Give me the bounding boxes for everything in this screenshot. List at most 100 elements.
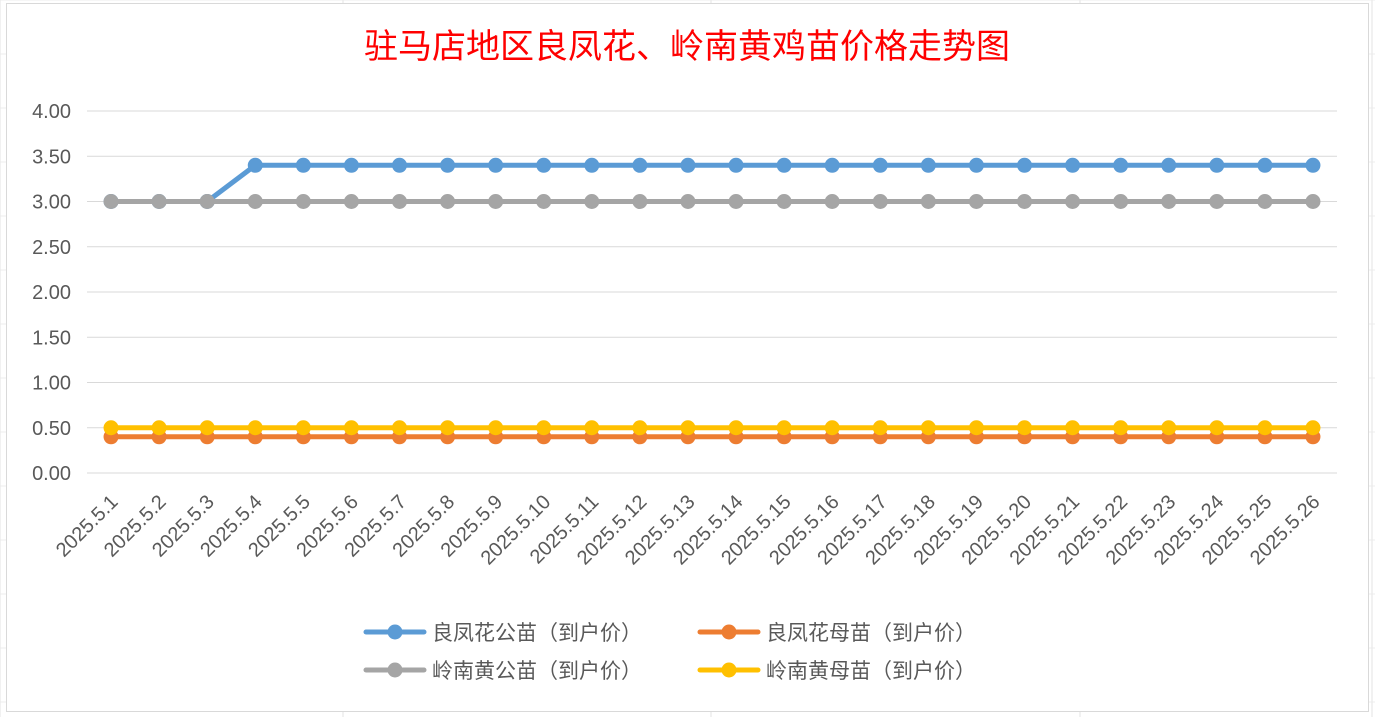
data-point	[1017, 157, 1032, 173]
data-point	[728, 194, 744, 209]
data-point	[103, 420, 119, 436]
data-point	[343, 194, 359, 209]
data-point	[440, 194, 456, 209]
data-point	[824, 420, 840, 436]
legend-item[interactable]: 良凤花公苗（到户价）	[363, 621, 642, 645]
legend-item[interactable]: 岭南黄母苗（到户价）	[697, 659, 976, 683]
data-point	[295, 194, 311, 209]
data-point	[392, 157, 407, 173]
data-point	[1161, 157, 1177, 173]
legend-label: 良凤花母苗（到户价）	[766, 621, 976, 645]
y-tick-label: 3.00	[32, 192, 71, 214]
data-point	[776, 194, 792, 209]
data-point	[151, 420, 167, 436]
legend-marker	[387, 624, 403, 640]
data-point	[680, 157, 696, 173]
data-point	[632, 420, 648, 436]
y-tick-label: 0.50	[32, 418, 71, 440]
data-point	[584, 157, 600, 173]
data-point	[1161, 420, 1177, 436]
data-point	[1209, 194, 1225, 209]
data-point	[1257, 420, 1273, 436]
data-point	[920, 420, 936, 436]
data-point	[1209, 157, 1225, 173]
series-1	[103, 429, 1321, 445]
data-point	[632, 194, 648, 209]
y-tick-label: 2.50	[32, 237, 71, 259]
data-point	[247, 194, 263, 209]
data-point	[728, 420, 744, 436]
data-point	[920, 157, 936, 173]
data-point	[440, 157, 456, 173]
data-point	[392, 420, 407, 436]
legend-item[interactable]: 良凤花母苗（到户价）	[697, 621, 976, 645]
data-point	[247, 420, 263, 436]
data-point	[1305, 420, 1321, 436]
data-point	[920, 194, 936, 209]
data-point	[295, 420, 311, 436]
data-point	[1017, 420, 1032, 436]
data-point	[824, 194, 840, 209]
series-3	[103, 420, 1321, 436]
data-point	[1305, 194, 1321, 209]
data-point	[247, 157, 263, 173]
data-point	[680, 194, 696, 209]
data-point	[1113, 420, 1129, 436]
chart-area[interactable]	[6, 3, 1369, 712]
legend-label: 岭南黄母苗（到户价）	[766, 659, 976, 683]
data-point	[343, 420, 359, 436]
legend-marker	[387, 662, 403, 678]
legend[interactable]: 良凤花公苗（到户价） 良凤花母苗（到户价） 岭南黄公苗（到户价） 岭南黄母苗（到户价）	[363, 621, 976, 683]
data-point	[1017, 194, 1032, 209]
data-point	[776, 420, 792, 436]
data-point	[392, 194, 407, 209]
data-point	[584, 420, 600, 436]
data-point	[776, 157, 792, 173]
plot-series	[103, 157, 1321, 445]
data-point	[1113, 194, 1129, 209]
legend-label: 良凤花公苗（到户价）	[432, 621, 642, 645]
data-point	[1065, 157, 1081, 173]
y-tick-label: 0.00	[32, 463, 71, 485]
data-point	[295, 157, 311, 173]
data-point	[199, 194, 215, 209]
data-point	[1257, 194, 1273, 209]
data-point	[1065, 420, 1081, 436]
data-point	[584, 194, 600, 209]
data-point	[1065, 194, 1081, 209]
data-point	[536, 420, 552, 436]
y-tick-label: 2.00	[32, 282, 71, 304]
data-point	[968, 157, 984, 173]
data-point	[536, 194, 552, 209]
data-point	[1161, 194, 1177, 209]
data-point	[872, 157, 888, 173]
data-point	[103, 194, 119, 209]
data-point	[1113, 157, 1129, 173]
data-point	[1209, 420, 1225, 436]
y-tick-label: 1.00	[32, 373, 71, 395]
data-point	[872, 194, 888, 209]
series-line	[108, 162, 1316, 204]
data-point	[151, 194, 167, 209]
data-point	[968, 194, 984, 209]
legend-label: 岭南黄公苗（到户价）	[432, 659, 642, 683]
data-point	[728, 157, 744, 173]
data-point	[440, 420, 456, 436]
data-point	[1257, 157, 1273, 173]
data-point	[824, 157, 840, 173]
legend-marker	[721, 662, 737, 678]
data-point	[199, 420, 215, 436]
data-point	[536, 157, 552, 173]
series-2	[103, 194, 1321, 209]
y-tick-label: 3.50	[32, 146, 71, 168]
data-point	[488, 157, 504, 173]
legend-item[interactable]: 岭南黄公苗（到户价）	[363, 659, 642, 683]
data-point	[968, 420, 984, 436]
data-point	[632, 157, 648, 173]
data-point	[680, 420, 696, 436]
y-tick-label: 1.50	[32, 327, 71, 349]
x-axis: 2025.5.12025.5.22025.5.32025.5.42025.5.5…	[52, 491, 1325, 569]
data-point	[1305, 157, 1321, 173]
y-tick-label: 4.00	[32, 101, 71, 123]
